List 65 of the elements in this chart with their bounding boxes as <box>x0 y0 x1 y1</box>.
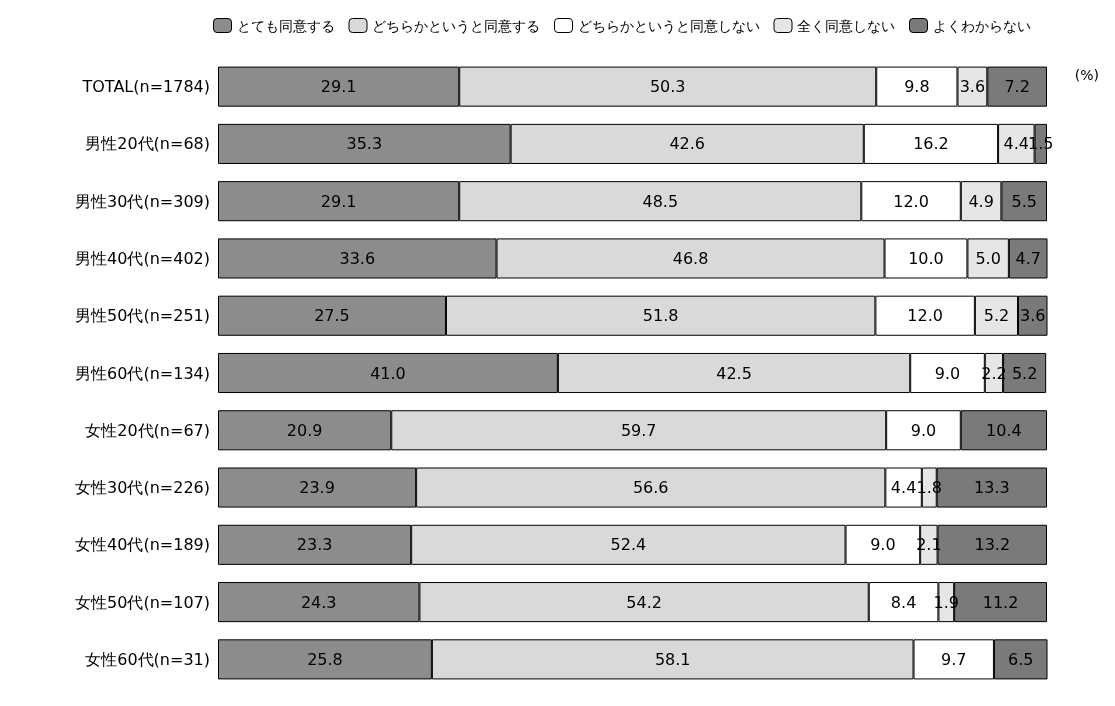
data-label: 13.3 <box>974 478 1010 498</box>
data-label: 59.7 <box>620 420 657 440</box>
data-label: 8.4 <box>890 592 917 612</box>
y-tick-label: 男性20代(n=68) <box>85 134 210 154</box>
data-label: 9.0 <box>910 420 937 440</box>
data-label: 5.5 <box>1011 191 1037 211</box>
legend-label: どちらかというと同意する <box>372 17 540 34</box>
data-label: 46.8 <box>672 248 709 268</box>
data-label: 5.0 <box>975 248 1001 268</box>
data-label: 42.5 <box>716 363 752 383</box>
text: (%) <box>1074 67 1100 83</box>
data-label: 56.6 <box>632 478 669 498</box>
data-label: 9.8 <box>904 77 930 97</box>
data-label: 29.1 <box>320 77 357 97</box>
data-label: 58.1 <box>654 649 691 669</box>
data-label: 5.2 <box>983 306 1010 326</box>
y-tick-label: 女性20代(n=67) <box>85 420 210 440</box>
legend-label: どちらかというと同意しない <box>577 17 760 34</box>
data-label: 23.9 <box>299 478 335 498</box>
data-label: 10.0 <box>908 248 944 268</box>
data-label: 12.0 <box>907 306 943 326</box>
data-label: 4.4 <box>1003 134 1030 154</box>
y-tick-label: 男性50代(n=251) <box>75 306 210 326</box>
data-label: 7.2 <box>1004 77 1030 97</box>
y-tick-label: TOTAL(n=1784) <box>81 77 210 97</box>
data-label: 11.2 <box>982 592 1019 612</box>
data-label: 3.6 <box>1020 306 1046 326</box>
data-label: 16.2 <box>913 134 949 154</box>
data-label: 35.3 <box>346 134 383 154</box>
data-label: 9.7 <box>941 649 967 669</box>
data-label: 9.0 <box>934 363 961 383</box>
data-label: 48.5 <box>642 191 679 211</box>
data-label: 52.4 <box>610 535 647 555</box>
data-label: 10.4 <box>986 420 1022 440</box>
legend-label: とても同意する <box>236 17 335 34</box>
data-label: 13.2 <box>974 535 1011 555</box>
data-label: 4.7 <box>1015 248 1041 268</box>
data-label: 51.8 <box>642 306 679 326</box>
data-label: 12.0 <box>893 191 929 211</box>
data-label: 6.5 <box>1008 649 1034 669</box>
y-tick-label: 男性30代(n=309) <box>75 191 210 211</box>
data-label: 27.5 <box>314 306 350 326</box>
y-tick-label: 男性60代(n=134) <box>75 363 210 383</box>
data-label: 23.3 <box>296 535 333 555</box>
data-label: 9.0 <box>870 535 896 555</box>
data-label: 42.6 <box>669 134 706 154</box>
data-label: 54.2 <box>626 592 662 612</box>
data-label: 29.1 <box>320 191 357 211</box>
y-tick-label: 女性60代(n=31) <box>85 649 210 669</box>
y-tick-label: 男性40代(n=402) <box>75 248 210 268</box>
data-label: 25.8 <box>307 649 343 669</box>
data-label: 41.0 <box>370 363 406 383</box>
data-label: 3.6 <box>959 77 986 97</box>
data-label: 33.6 <box>339 248 376 268</box>
data-label: 4.4 <box>890 478 917 498</box>
y-tick-label: 女性50代(n=107) <box>75 592 210 612</box>
data-label: 5.2 <box>1011 363 1038 383</box>
data-label: 24.3 <box>300 592 337 612</box>
y-tick-label: 女性40代(n=189) <box>75 535 210 555</box>
data-label: 20.9 <box>286 420 323 440</box>
legend-label: 全く同意しない <box>797 17 895 34</box>
data-label: 4.9 <box>968 191 994 211</box>
legend-label: よくわからない <box>932 17 1031 34</box>
y-tick-label: 女性30代(n=226) <box>75 478 210 498</box>
data-label: 50.3 <box>649 77 686 97</box>
